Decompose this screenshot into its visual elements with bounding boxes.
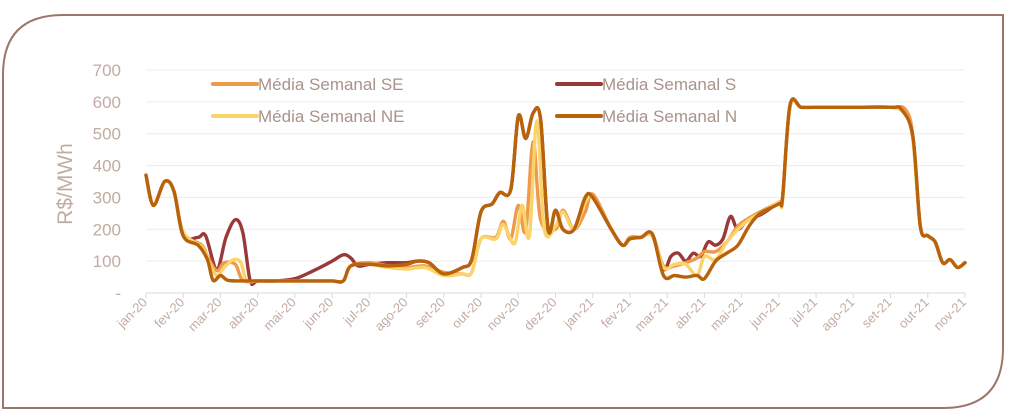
x-tick-label: mai-21 [707,295,746,334]
y-tick-label: 700 [93,61,121,80]
x-tick-label: mar-21 [632,295,672,335]
frame-border [2,14,1004,409]
y-tick-label: 500 [93,125,121,144]
x-tick-label: jun-21 [746,295,783,332]
x-tick-label: fev-21 [598,295,634,331]
y-tick-label: 200 [93,220,121,239]
y-axis-label: R$/MWh [54,143,77,225]
x-tick-label: mar-20 [185,295,225,335]
x-tick-label: fev-20 [151,295,187,331]
x-tick-label: jun-20 [299,295,336,332]
legend-label-s: Média Semanal S [602,75,736,94]
series-line-se [144,98,967,284]
grid-lines [146,69,965,294]
y-tick-label: - [115,284,121,303]
x-tick-label: jul-20 [340,295,374,329]
legend: Média Semanal SE Média Semanal S Média S… [211,75,737,126]
x-tick-label: set-20 [412,295,448,331]
y-tick-label: 600 [93,93,121,112]
series-lines [144,97,967,287]
x-tick-label: nov-21 [930,295,969,334]
x-tick-label: nov-20 [484,295,523,334]
x-tick-label: ago-21 [818,295,857,334]
y-tick-label: 400 [93,157,121,176]
x-tick-label: out-20 [448,295,485,332]
y-tick-label: 100 [93,252,121,271]
legend-label-ne: Média Semanal NE [258,107,404,126]
series-line-s [144,98,967,287]
x-tick-label: abr-20 [225,295,262,332]
legend-label-n: Média Semanal N [602,107,737,126]
series-line-n [144,97,967,284]
series-line-ne [144,98,967,284]
x-tick-label: jan-21 [560,295,597,332]
y-axis-ticks: - 100 200 300 400 500 600 700 [93,61,121,303]
x-tick-label: dez-20 [521,295,560,334]
legend-label-se: Média Semanal SE [258,75,404,94]
x-tick-label: mai-20 [260,295,299,334]
y-tick-label: 300 [93,188,121,207]
x-tick-label: jul-21 [786,295,820,329]
x-tick-label: ago-20 [371,295,410,334]
x-tick-label: set-21 [859,295,895,331]
x-tick-label: out-21 [895,295,932,332]
x-tick-label: abr-21 [671,295,708,332]
